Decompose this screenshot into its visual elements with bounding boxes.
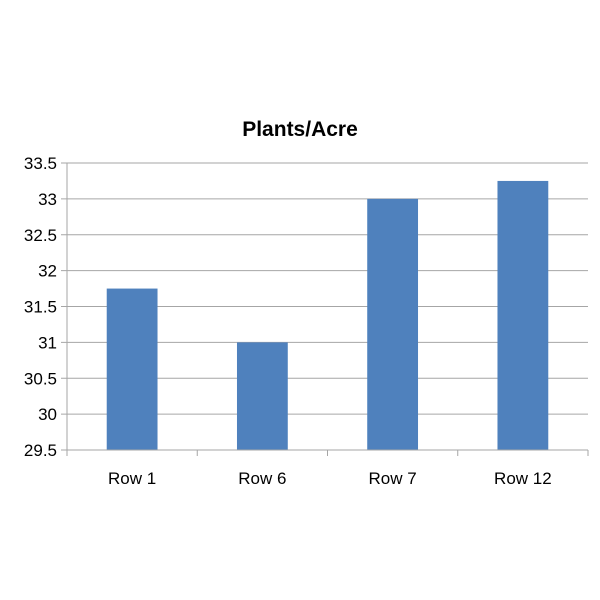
y-tick-label: 33.5 [24,154,57,173]
chart-title: Plants/Acre [242,118,358,141]
y-tick-label: 30 [38,405,57,424]
x-tick-label: Row 1 [108,469,156,488]
y-tick-label: 31.5 [24,298,57,317]
axes [61,163,589,456]
bar-row-7 [367,198,419,450]
bars [106,180,549,450]
y-tick-label: 32 [38,262,57,281]
x-tick-label: Row 12 [494,469,552,488]
y-tick-label: 33 [38,190,57,209]
x-tick-label: Row 6 [238,469,286,488]
bar-row-12 [497,180,549,450]
bar-row-6 [236,342,288,450]
y-tick-label: 29.5 [24,441,57,460]
y-tick-label: 32.5 [24,226,57,245]
x-tick-label: Row 7 [369,469,417,488]
bar-row-1 [106,288,158,450]
x-axis-tick-labels: Row 1 Row 6 Row 7 Row 12 [108,469,552,488]
y-tick-label: 31 [38,333,57,352]
y-tick-label: 30.5 [24,369,57,388]
y-axis-tick-labels: 29.5 30 30.5 31 31.5 32 32.5 33 33.5 [24,154,57,460]
